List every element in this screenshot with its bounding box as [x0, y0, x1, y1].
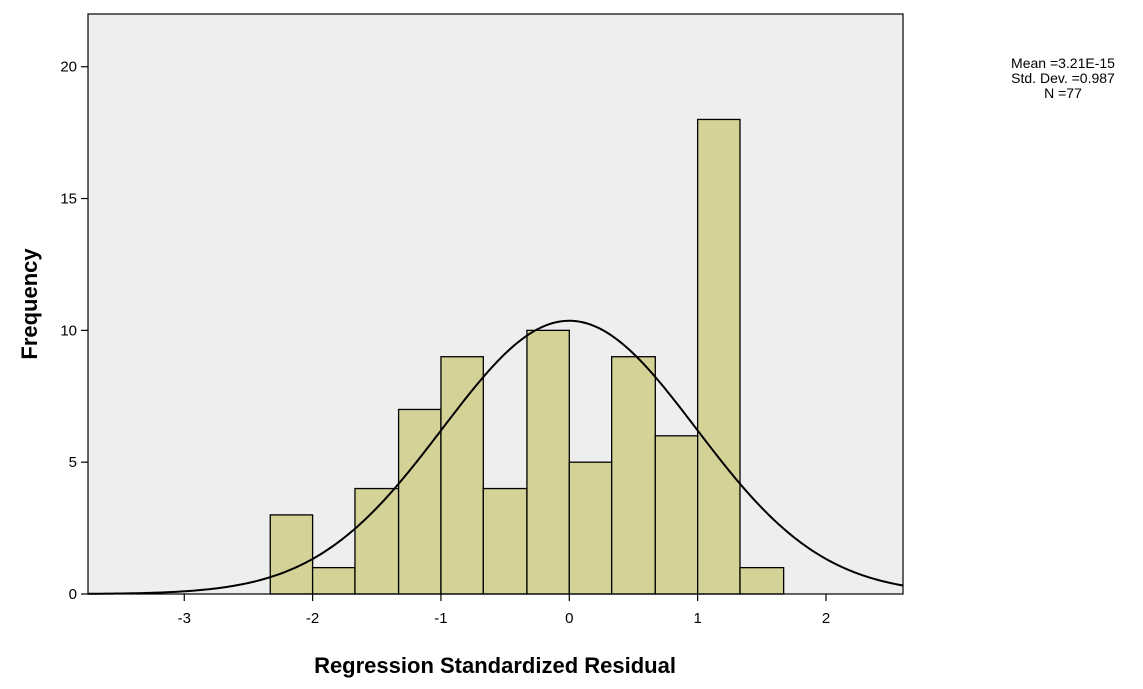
plot-frame [87, 13, 904, 595]
x-tick-label: 2 [822, 610, 830, 627]
histogram-bar [440, 356, 484, 595]
histogram-bar [568, 461, 613, 595]
y-tick-label: 20 [60, 59, 77, 76]
y-axis: 0 5 10 15 20 [60, 59, 88, 603]
x-tick-label: -3 [178, 610, 191, 627]
mean-label: Mean =3.21E-15 [1011, 55, 1115, 71]
y-tick-label: 0 [69, 586, 77, 603]
x-axis-title: Regression Standardized Residual [314, 653, 676, 678]
histogram-bar [482, 487, 528, 595]
histogram-bar [696, 118, 741, 595]
x-tick-label: -2 [306, 610, 319, 627]
y-tick-label: 5 [69, 454, 77, 471]
y-tick-label: 15 [60, 191, 77, 208]
std-dev-label: Std. Dev. =0.987 [1011, 70, 1115, 86]
x-axis: -3 -2 -1 0 1 2 [178, 594, 830, 627]
histogram-bar [354, 487, 400, 595]
histogram-bar [739, 566, 785, 595]
histogram-bar [654, 435, 699, 595]
bar-group [269, 118, 785, 595]
normal-curve [87, 319, 904, 595]
x-tick-label: 0 [565, 610, 573, 627]
n-label: N =77 [1044, 85, 1082, 101]
y-axis-title: Frequency [17, 248, 42, 360]
histogram-bar [611, 356, 656, 595]
histogram-bar [526, 329, 570, 595]
histogram-bar [311, 566, 356, 595]
x-tick-label: 1 [693, 610, 701, 627]
x-tick-label: -1 [434, 610, 447, 627]
stats-box: Mean =3.21E-15 Std. Dev. =0.987 N =77 [1000, 56, 1126, 101]
y-tick-label: 10 [60, 322, 77, 339]
histogram-bar [269, 514, 314, 595]
